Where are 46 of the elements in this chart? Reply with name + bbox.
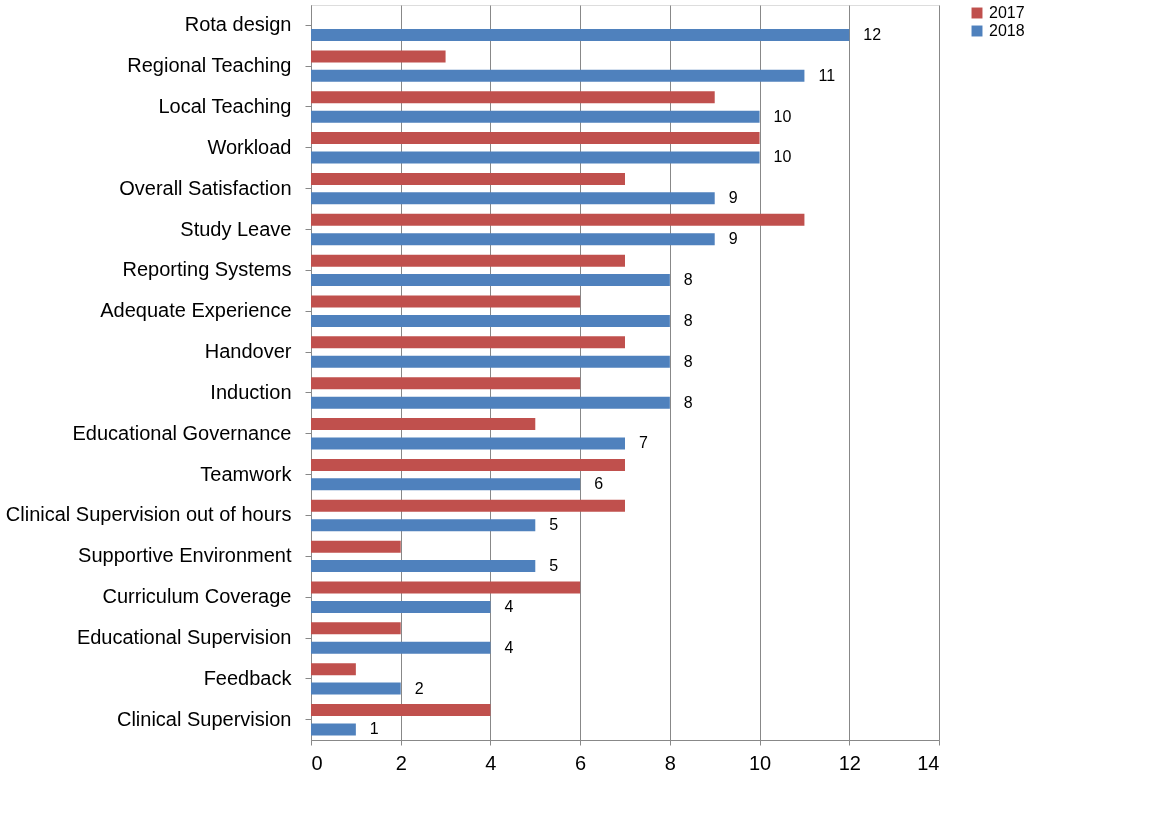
data-label: 5 [549, 516, 559, 534]
y-tick-label: Overall Satisfaction [119, 176, 292, 199]
y-tick-label: Study Leave [180, 217, 292, 240]
y-tick-label: Regional Teaching [127, 54, 292, 77]
x-tick-label: 8 [664, 751, 676, 774]
data-label: 8 [683, 393, 693, 411]
data-label: 6 [594, 475, 604, 493]
x-tick-label: 14 [917, 751, 940, 774]
y-tick-label: Teamwork [200, 462, 293, 485]
y-tick-label: Curriculum Coverage [102, 585, 292, 608]
y-tick-label: Local Teaching [158, 94, 292, 117]
data-label: 10 [773, 107, 792, 125]
y-tick-label: Supportive Environment [78, 544, 292, 567]
data-label: 1 [369, 720, 379, 738]
x-tick-label: 2 [395, 751, 407, 774]
data-label: 8 [683, 271, 693, 289]
data-label: 11 [818, 66, 836, 84]
data-label: 12 [863, 25, 882, 43]
y-tick-label: Educational Supervision [76, 626, 292, 649]
data-label: 4 [504, 597, 514, 615]
data-label: 7 [639, 434, 648, 452]
data-label: 9 [728, 189, 738, 207]
y-tick-label: Feedback [203, 666, 293, 689]
data-label: 4 [504, 638, 514, 656]
y-tick-label: Reporting Systems [122, 258, 292, 281]
legend-label: 2017 [989, 4, 1025, 21]
x-tick-label: 0 [311, 751, 323, 774]
x-tick-label: 4 [485, 751, 497, 774]
data-label: 10 [773, 148, 792, 166]
data-label: 2 [414, 679, 424, 697]
y-tick-label: Induction [210, 380, 292, 403]
legend-label: 2018 [989, 22, 1025, 39]
y-tick-label: Adequate Experience [100, 299, 292, 322]
data-label: 8 [683, 311, 693, 329]
x-tick-label: 12 [838, 751, 861, 774]
x-tick-label: 6 [575, 751, 587, 774]
y-tick-label: Educational Governance [72, 421, 292, 444]
data-label: 9 [728, 230, 738, 248]
y-tick-label: Rota design [184, 13, 292, 36]
data-label: 8 [683, 352, 693, 370]
data-label: 5 [549, 557, 559, 575]
x-tick-label: 10 [748, 751, 772, 774]
y-tick-label: Clinical Supervision out of hours [5, 503, 292, 526]
y-tick-label: Handover [204, 340, 292, 363]
y-tick-label: Clinical Supervision [116, 707, 292, 730]
y-tick-label: Workload [207, 135, 292, 158]
